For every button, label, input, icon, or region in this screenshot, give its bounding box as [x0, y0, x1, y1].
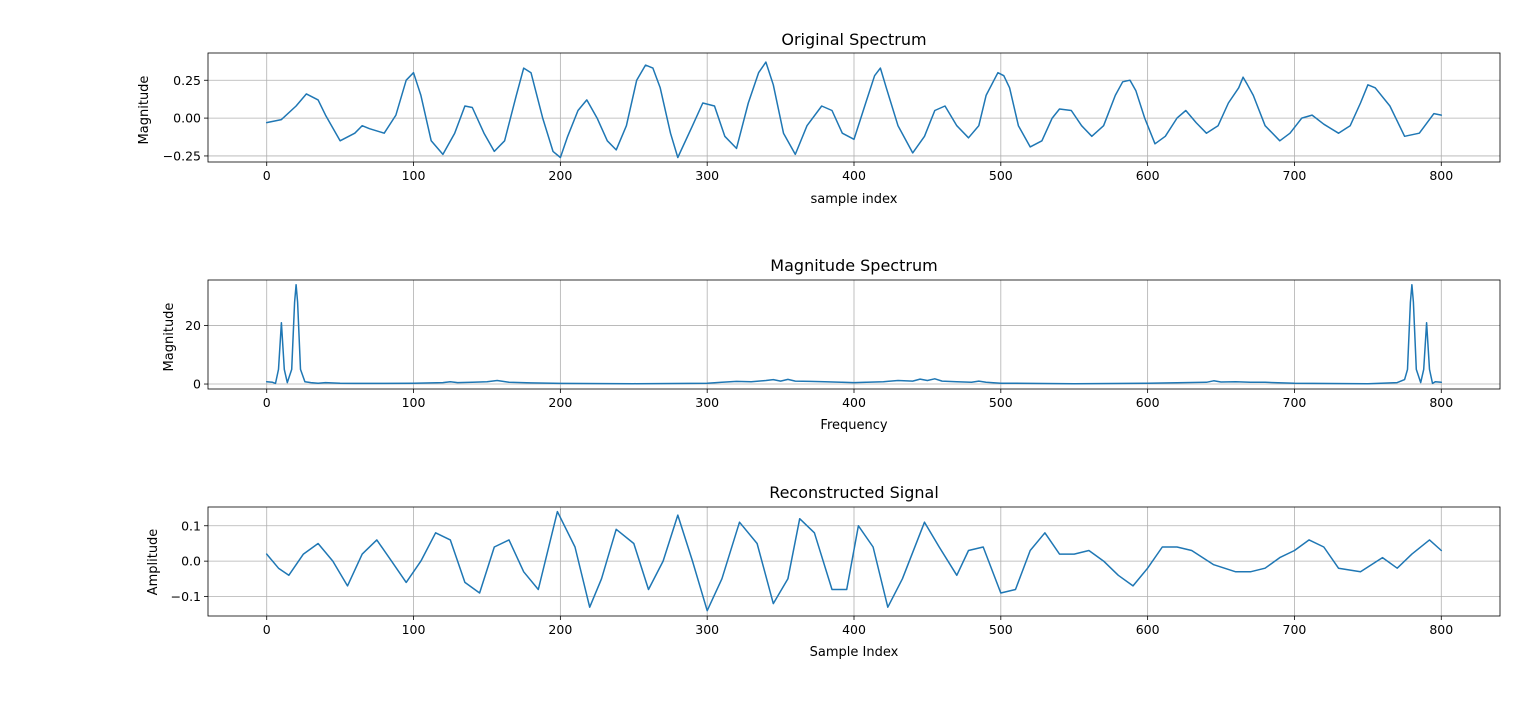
x-tick-label: 500 — [989, 622, 1013, 637]
subplot-original-spectrum: Original Spectrum sample index Magnitude… — [137, 30, 1501, 207]
y-axis-label: Amplitude — [146, 529, 161, 596]
x-tick-label: 200 — [548, 168, 572, 183]
x-tick-label: 300 — [695, 168, 719, 183]
y-axis-label: Magnitude — [137, 76, 152, 145]
x-tick-label: 200 — [548, 622, 572, 637]
series-line — [265, 283, 1443, 385]
x-tick-label: 300 — [695, 622, 719, 637]
series-line — [265, 510, 1443, 612]
x-tick-label: 200 — [548, 395, 572, 410]
y-tick-label: 0.00 — [173, 111, 201, 126]
x-tick-label: 100 — [402, 168, 426, 183]
x-tick-label: 600 — [1136, 622, 1160, 637]
x-tick-label: 700 — [1283, 395, 1307, 410]
x-axis-label: Sample Index — [810, 645, 899, 660]
x-tick-label: 0 — [263, 168, 271, 183]
y-tick-label: −0.1 — [171, 589, 201, 604]
x-tick-label: 400 — [842, 395, 866, 410]
x-axis-label: Frequency — [820, 418, 887, 433]
y-tick-label: −0.25 — [163, 148, 201, 163]
series-line — [265, 61, 1443, 159]
y-tick-label: 0.0 — [181, 554, 201, 569]
x-tick-label: 0 — [263, 395, 271, 410]
x-tick-label: 100 — [402, 622, 426, 637]
x-tick-label: 700 — [1283, 168, 1307, 183]
x-tick-label: 500 — [989, 168, 1013, 183]
x-tick-label: 800 — [1429, 395, 1453, 410]
y-tick-label: 20 — [185, 318, 201, 333]
x-tick-label: 300 — [695, 395, 719, 410]
x-tick-label: 100 — [402, 395, 426, 410]
x-tick-label: 500 — [989, 395, 1013, 410]
x-tick-label: 800 — [1429, 622, 1453, 637]
subplot-magnitude-spectrum: Magnitude Spectrum Frequency Magnitude 0… — [162, 256, 1501, 433]
x-tick-label: 800 — [1429, 168, 1453, 183]
y-tick-label: 0 — [193, 377, 201, 392]
x-tick-label: 400 — [842, 622, 866, 637]
x-tick-label: 0 — [263, 622, 271, 637]
x-tick-label: 600 — [1136, 395, 1160, 410]
y-tick-label: 0.25 — [173, 73, 201, 88]
y-tick-label: 0.1 — [181, 518, 201, 533]
x-tick-label: 700 — [1283, 622, 1307, 637]
subplot-title: Original Spectrum — [781, 30, 926, 49]
subplot-reconstructed-signal: Reconstructed Signal Sample Index Amplit… — [146, 483, 1501, 660]
x-tick-label: 600 — [1136, 168, 1160, 183]
x-axis-label: sample index — [811, 192, 898, 207]
subplot-title: Reconstructed Signal — [769, 483, 939, 502]
y-axis-label: Magnitude — [162, 303, 177, 372]
subplot-title: Magnitude Spectrum — [770, 256, 937, 275]
x-tick-label: 400 — [842, 168, 866, 183]
